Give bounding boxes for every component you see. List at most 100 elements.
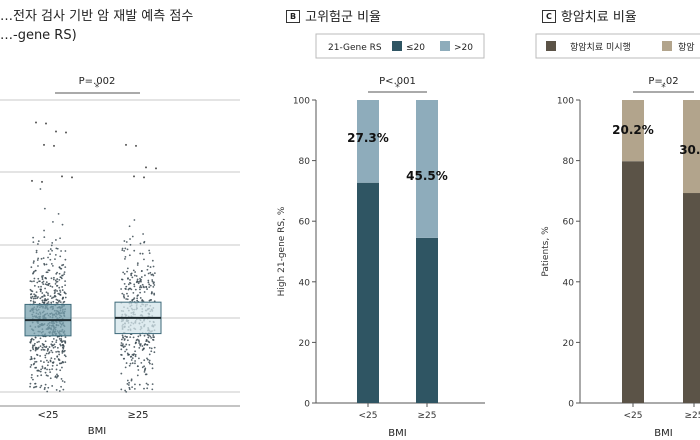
jitter-point	[124, 345, 126, 348]
jitter-point	[61, 286, 64, 288]
jitter-point	[32, 236, 35, 239]
jitter-point	[124, 350, 126, 353]
outlier-point	[53, 144, 55, 147]
jitter-point	[146, 343, 148, 346]
jitter-point	[52, 338, 55, 340]
jitter-point	[29, 299, 32, 302]
jitter-point	[43, 345, 46, 348]
jitter-point	[58, 338, 61, 340]
jitter-point	[127, 277, 129, 280]
group-ge25	[114, 143, 162, 393]
jitter-point	[128, 364, 131, 367]
x-tick-label: <25	[624, 411, 643, 421]
jitter-point	[133, 353, 135, 355]
jitter-point	[56, 278, 59, 280]
jitter-point	[33, 342, 36, 345]
jitter-point	[34, 297, 37, 300]
outlier-point	[135, 144, 137, 147]
jitter-point	[149, 335, 152, 338]
bar-lower	[622, 161, 644, 403]
jitter-point	[54, 279, 57, 282]
jitter-point	[130, 359, 133, 361]
data-label: 27.3%	[347, 131, 389, 145]
jitter-point	[61, 352, 64, 354]
jitter-point	[32, 262, 35, 264]
jitter-point	[149, 299, 152, 301]
jitter-point	[55, 389, 58, 391]
jitter-point	[46, 271, 49, 274]
jitter-point	[143, 387, 145, 390]
jitter-point	[55, 341, 58, 344]
panel-a-title-line2: …-gene RS)	[0, 28, 77, 43]
y-tick-label: 20	[299, 339, 311, 349]
data-label: 30.7	[679, 143, 700, 157]
x-tick-label: ≥25	[418, 411, 437, 421]
outlier-point	[45, 122, 47, 125]
jitter-point	[140, 286, 143, 289]
p-value-label: P=.002	[79, 76, 116, 87]
jitter-point	[59, 369, 62, 372]
jitter-point	[39, 386, 42, 389]
jitter-point	[55, 239, 57, 241]
jitter-point	[32, 271, 35, 274]
jitter-point	[129, 362, 132, 365]
jitter-point	[134, 353, 137, 356]
y-tick-label: 40	[563, 278, 575, 288]
jitter-point	[36, 341, 39, 344]
jitter-point	[131, 357, 134, 360]
jitter-point	[129, 355, 132, 358]
jitter-point	[38, 340, 40, 343]
outlier-point	[133, 175, 135, 178]
jitter-point	[123, 249, 126, 252]
panel-a-title-line1: …전자 검사 기반 암 재발 예측 점수	[0, 9, 194, 24]
jitter-point	[52, 346, 55, 349]
jitter-point	[37, 369, 40, 372]
jitter-point	[49, 253, 51, 256]
jitter-point	[128, 381, 130, 384]
jitter-point	[34, 366, 37, 369]
p-star: *	[95, 83, 100, 93]
jitter-point	[124, 335, 127, 338]
jitter-point	[50, 297, 53, 300]
jitter-point	[50, 244, 53, 247]
panel-c-tag: C	[542, 10, 556, 23]
jitter-point	[143, 286, 145, 289]
jitter-point	[46, 390, 49, 393]
jitter-point	[126, 298, 129, 301]
jitter-point	[142, 348, 145, 351]
jitter-point	[56, 335, 59, 338]
jitter-point	[45, 352, 48, 355]
p-star: *	[395, 83, 400, 93]
jitter-point	[47, 294, 49, 297]
jitter-point	[43, 388, 46, 391]
jitter-point	[139, 284, 142, 287]
jitter-point	[46, 302, 49, 305]
jitter-point	[149, 284, 152, 287]
jitter-point	[60, 337, 63, 340]
jitter-point	[152, 336, 155, 338]
jitter-point	[140, 280, 142, 283]
x-axis-label: BMI	[654, 428, 672, 439]
jitter-point	[128, 386, 131, 389]
jitter-point	[120, 354, 123, 356]
bar-lower	[357, 182, 379, 403]
jitter-point	[44, 277, 47, 279]
jitter-point	[146, 333, 149, 336]
jitter-point	[148, 283, 151, 286]
jitter-point	[59, 276, 62, 279]
jitter-point	[30, 338, 33, 341]
jitter-point	[41, 301, 44, 304]
jitter-point	[56, 290, 59, 292]
jitter-point	[29, 349, 32, 352]
jitter-point	[43, 348, 46, 351]
jitter-point	[137, 339, 140, 341]
jitter-point	[32, 363, 35, 366]
jitter-point	[151, 383, 154, 386]
jitter-point	[49, 371, 52, 374]
jitter-point	[147, 272, 150, 275]
jitter-point	[127, 288, 130, 291]
jitter-point	[64, 355, 67, 358]
jitter-point	[152, 265, 155, 268]
jitter-point	[30, 290, 33, 292]
jitter-point	[30, 340, 32, 343]
